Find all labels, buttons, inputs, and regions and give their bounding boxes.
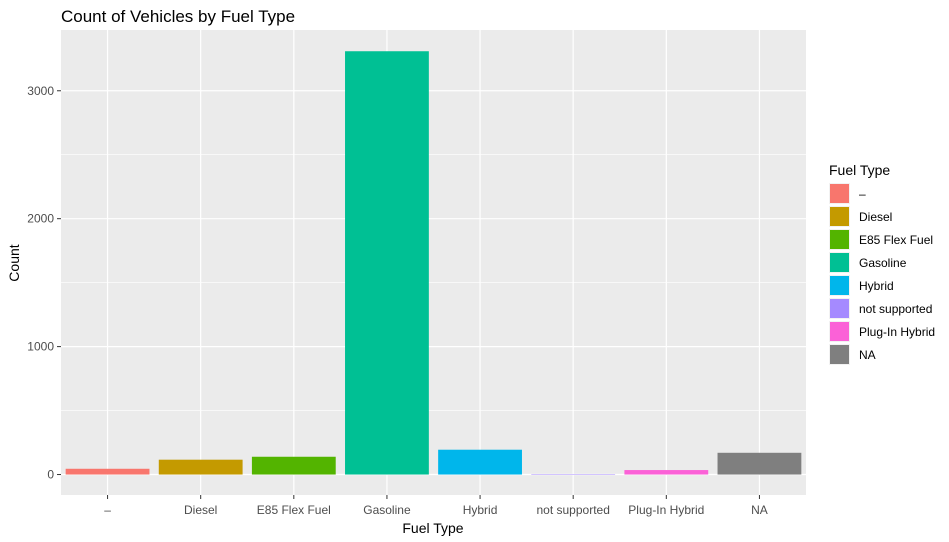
legend: Fuel Type – Diesel E85 Flex Fuel Gasoline Hy… bbox=[829, 162, 935, 365]
y-axis-title: Count bbox=[6, 244, 22, 281]
legend-swatch bbox=[830, 253, 849, 272]
legend-swatch bbox=[830, 299, 849, 318]
legend-label: Gasoline bbox=[859, 256, 907, 270]
y-tick-label: 3000 bbox=[27, 84, 54, 98]
y-tick-label: 0 bbox=[47, 468, 54, 482]
x-axis-ticks: – Diesel E85 Flex Fuel Gasoline Hybrid not su… bbox=[104, 495, 768, 517]
bar bbox=[717, 452, 802, 475]
x-axis-title: Fuel Type bbox=[402, 520, 463, 536]
legend-label: NA bbox=[859, 348, 876, 362]
chart-title: Count of Vehicles by Fuel Type bbox=[61, 7, 295, 26]
legend-title: Fuel Type bbox=[829, 162, 890, 178]
minor-gridlines bbox=[61, 154, 806, 411]
legend-label: – bbox=[859, 187, 866, 201]
plot-panel bbox=[61, 30, 806, 495]
legend-swatch bbox=[830, 345, 849, 364]
legend-label: Diesel bbox=[859, 210, 892, 224]
legend-swatch bbox=[830, 322, 849, 341]
legend-label: E85 Flex Fuel bbox=[859, 233, 933, 247]
bar bbox=[65, 468, 150, 475]
x-tick-label: Plug-In Hybrid bbox=[628, 503, 704, 517]
bar bbox=[251, 456, 336, 475]
legend-swatch bbox=[830, 230, 849, 249]
legend-swatch bbox=[830, 184, 849, 203]
legend-swatch bbox=[830, 276, 849, 295]
bar bbox=[531, 474, 616, 475]
bars bbox=[65, 51, 802, 475]
legend-label: Hybrid bbox=[859, 279, 894, 293]
y-tick-label: 2000 bbox=[27, 212, 54, 226]
x-tick-label: NA bbox=[751, 503, 768, 517]
x-tick-label: – bbox=[104, 503, 111, 517]
x-tick-label: not supported bbox=[536, 503, 609, 517]
x-tick-label: E85 Flex Fuel bbox=[257, 503, 331, 517]
legend-swatch bbox=[830, 207, 849, 226]
legend-label: Plug-In Hybrid bbox=[859, 325, 935, 339]
bar bbox=[345, 51, 429, 475]
bar bbox=[158, 459, 243, 475]
y-tick-label: 1000 bbox=[27, 340, 54, 354]
x-tick-label: Diesel bbox=[184, 503, 217, 517]
bar bbox=[624, 470, 709, 475]
bar bbox=[438, 449, 522, 475]
x-tick-label: Gasoline bbox=[363, 503, 411, 517]
legend-label: not supported bbox=[859, 302, 932, 316]
x-tick-label: Hybrid bbox=[463, 503, 498, 517]
y-axis-ticks: 0 1000 2000 3000 bbox=[27, 84, 61, 482]
